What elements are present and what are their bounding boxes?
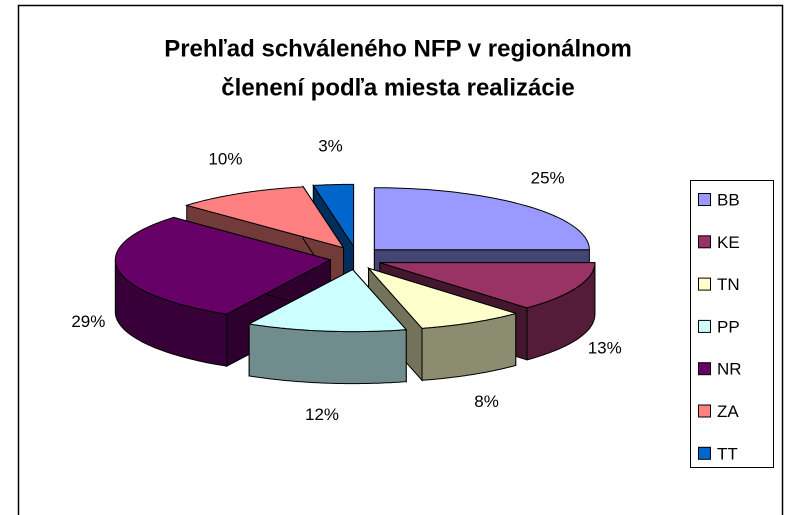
legend-label: TN — [717, 275, 740, 294]
chart-title: Prehľad schváleného NFP v regionálnom — [164, 35, 632, 62]
legend-swatch — [698, 362, 711, 376]
data-label: 25% — [531, 169, 565, 188]
slice-top — [312, 183, 355, 249]
legend-label: PP — [717, 317, 740, 336]
legend-swatch — [698, 193, 711, 206]
chart-title: členení podľa miesta realizácie — [221, 74, 574, 101]
slice-top — [366, 267, 518, 329]
legend-swatch — [698, 404, 711, 418]
data-label: 3% — [318, 136, 343, 155]
slice-top — [379, 262, 596, 309]
legend-swatch — [698, 235, 711, 249]
legend-label: BB — [717, 190, 740, 209]
data-label: 10% — [208, 150, 242, 169]
data-label: 13% — [588, 339, 622, 358]
chart-border — [17, 4, 784, 515]
slice-top — [373, 187, 590, 251]
legend-swatch — [698, 277, 711, 291]
data-label: 29% — [71, 312, 105, 331]
slice-top — [184, 186, 345, 249]
legend-label: ZA — [717, 402, 739, 421]
legend-swatch — [698, 446, 711, 460]
data-label: 8% — [474, 392, 499, 411]
legend-label: NR — [717, 360, 742, 379]
slice-top — [247, 268, 408, 333]
pie-slice — [247, 268, 408, 385]
legend-label: KE — [717, 233, 740, 252]
legend-label: TT — [717, 444, 738, 463]
legend-swatch — [698, 319, 711, 333]
data-label: 12% — [305, 405, 339, 424]
slice-side — [248, 323, 407, 385]
slice-top — [114, 216, 332, 315]
